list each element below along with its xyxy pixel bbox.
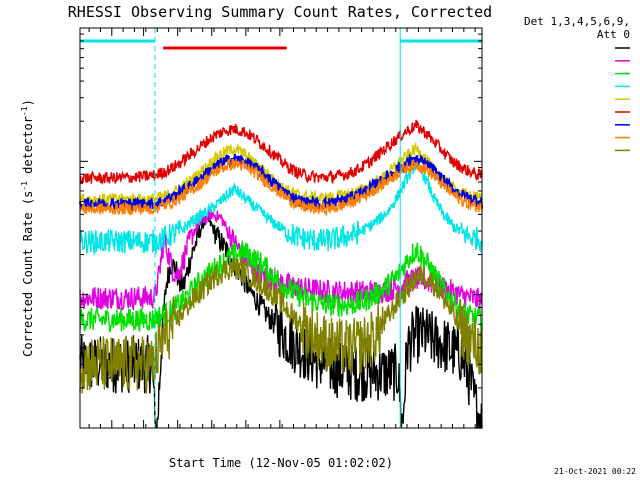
series-line-4 bbox=[79, 160, 483, 257]
series-line-9 bbox=[79, 257, 483, 394]
series-line-2 bbox=[79, 209, 483, 312]
legend-header-line1: Det 1,3,4,5,6,9, bbox=[524, 15, 630, 28]
y-axis-label: Corrected Count Rate (s-1 detector-1) bbox=[20, 99, 35, 357]
y-axis-label-part3: ) bbox=[21, 99, 35, 106]
series-line-6 bbox=[79, 119, 483, 186]
chart-title: RHESSI Observing Summary Count Rates, Co… bbox=[68, 3, 492, 21]
plot-frame bbox=[79, 27, 483, 429]
x-axis-label: Start Time (12-Nov-05 01:02:02) bbox=[169, 456, 393, 470]
generated-timestamp: 21-Oct-2021 00:22 bbox=[554, 467, 636, 476]
y-axis-label-part2: detector bbox=[21, 116, 35, 181]
y-axis-label-sup2: -1 bbox=[20, 106, 29, 116]
series-line-8 bbox=[79, 156, 483, 217]
y-axis-label-sup1: -1 bbox=[20, 181, 29, 191]
legend: Det 1,3,4,5,6,9, Att 0 bbox=[524, 15, 630, 152]
series-layer bbox=[79, 119, 483, 429]
y-axis-label-part1: Corrected Count Rate (s bbox=[21, 191, 35, 357]
legend-header-line2: Att 0 bbox=[597, 28, 630, 41]
axes bbox=[80, 27, 482, 429]
